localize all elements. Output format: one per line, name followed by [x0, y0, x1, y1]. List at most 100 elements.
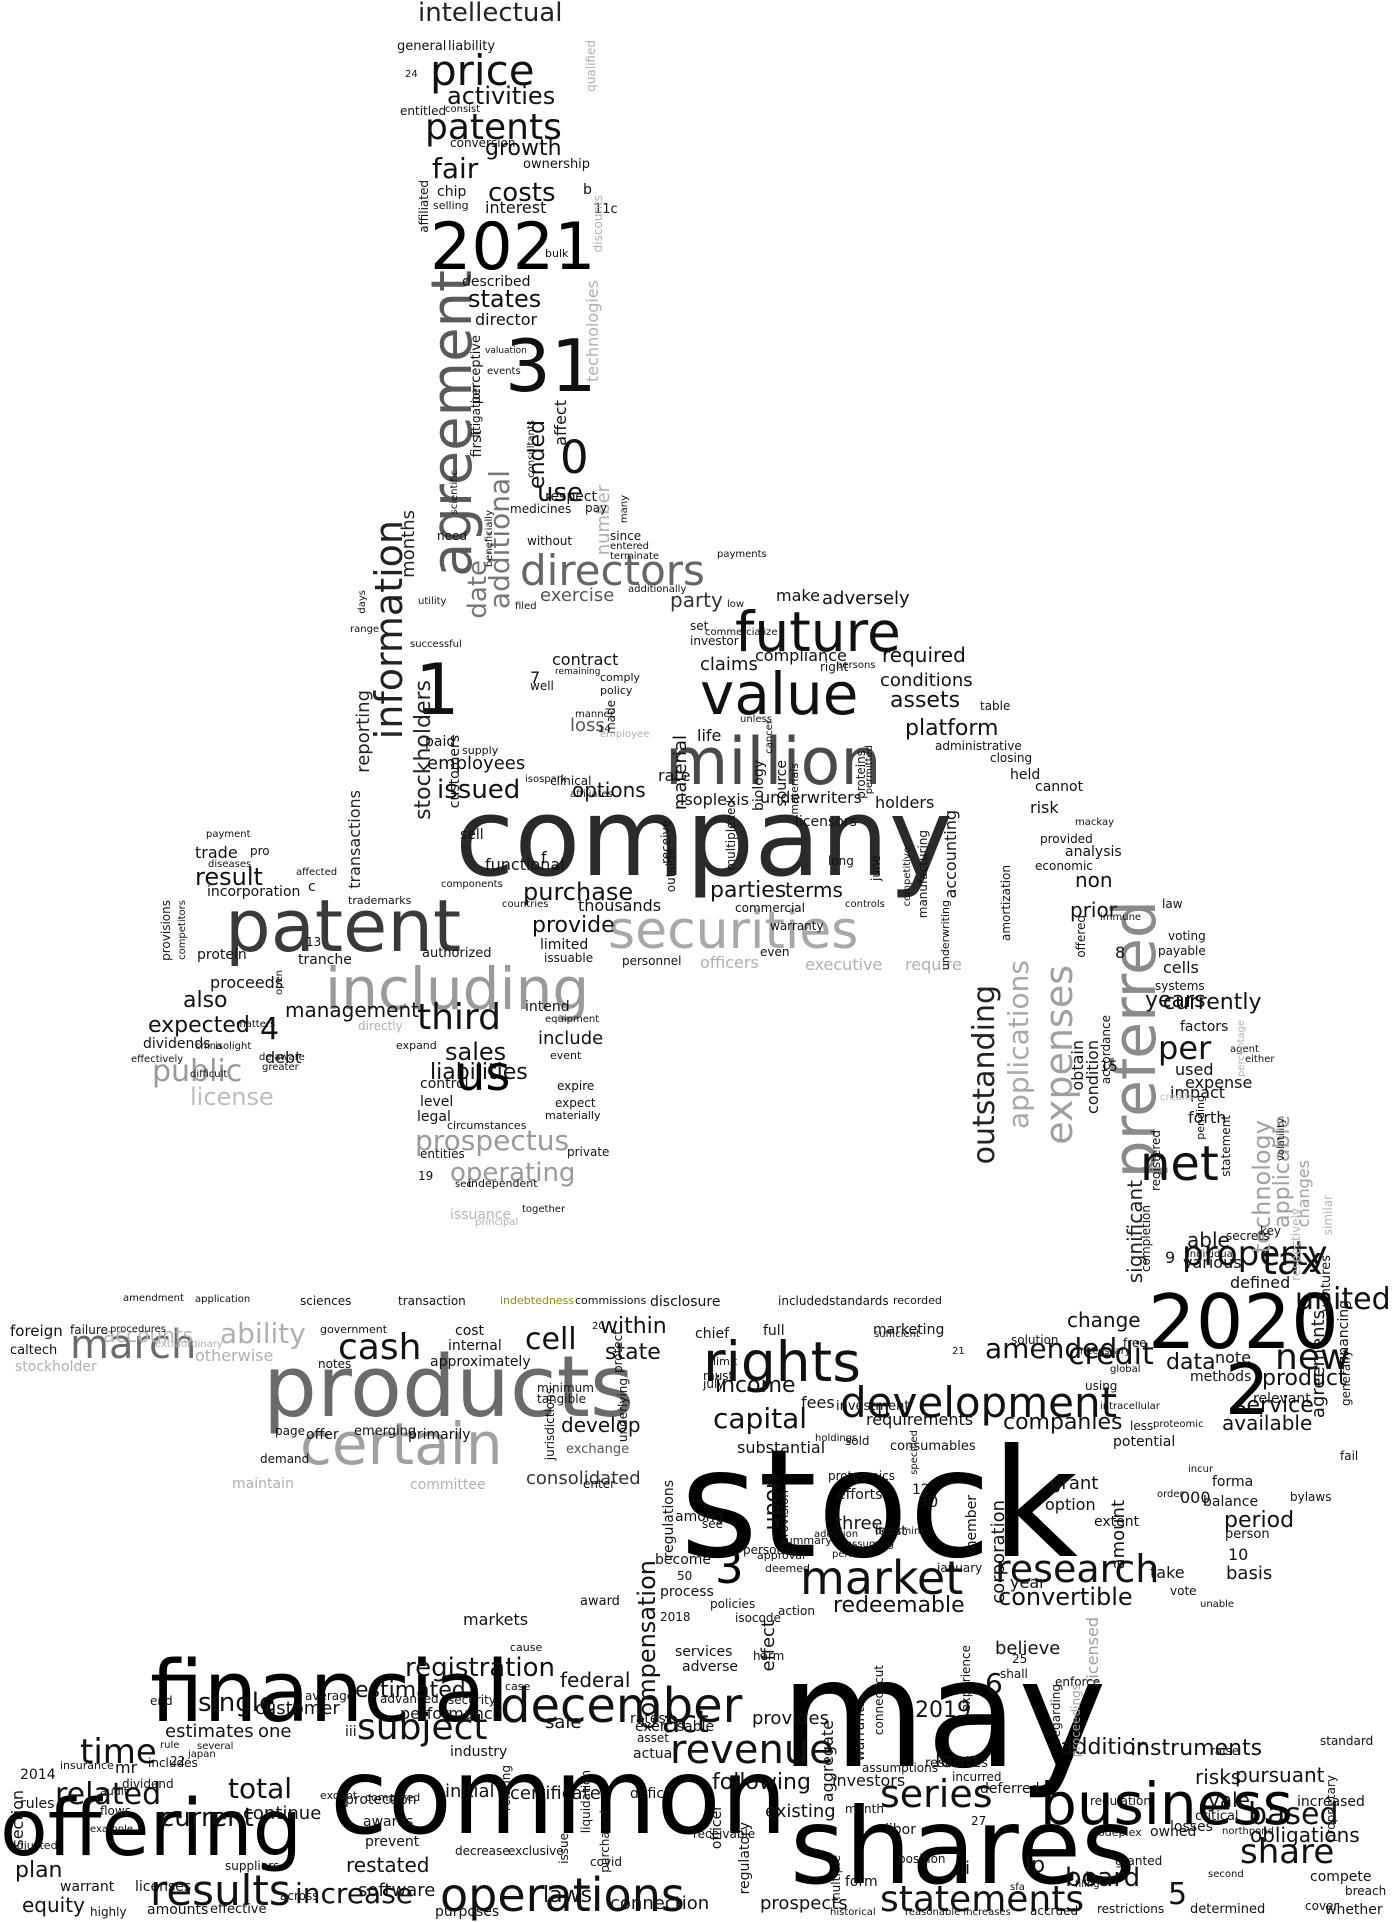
- word-employee: employee: [600, 729, 650, 740]
- word-owned: owned: [1150, 1824, 1197, 1840]
- word-see: see: [702, 1517, 724, 1531]
- word-data: data: [1166, 1350, 1216, 1375]
- word-officers: officers: [700, 953, 759, 972]
- word-systems: systems: [1155, 979, 1205, 993]
- word-march: march: [70, 1322, 197, 1368]
- word-issued: issued: [437, 775, 521, 805]
- word-investor: investor: [690, 634, 739, 648]
- word-proteomic: proteomic: [1153, 1419, 1204, 1430]
- word-act: act: [662, 1705, 709, 1740]
- word-risks: risks: [1195, 1765, 1242, 1789]
- word-proceedings: proceedings: [1069, 1684, 1083, 1758]
- word-order: order: [1157, 1489, 1184, 1500]
- word-loss: loss: [570, 715, 605, 736]
- word-initial: initial: [445, 1781, 495, 1802]
- word-warrant: warrant: [60, 1879, 115, 1895]
- word-certain: certain: [300, 1410, 503, 1478]
- word-several: several: [197, 1741, 234, 1752]
- word-flows: flows: [100, 1804, 131, 1818]
- word-purposes: purposes: [435, 1904, 500, 1920]
- word-property: property: [1182, 1234, 1328, 1274]
- word-dividend: dividend: [122, 1777, 174, 1791]
- word-secrets: secrets: [1226, 1229, 1270, 1243]
- word-consumables: consumables: [890, 1439, 976, 1454]
- word-debt: debt: [265, 1048, 302, 1067]
- word-actual: actual: [633, 1746, 677, 1762]
- word-relating: relating: [499, 1765, 513, 1812]
- word-cash: cash: [338, 1327, 422, 1368]
- word-per: per: [1158, 1029, 1212, 1067]
- word-increase: increase: [295, 1877, 414, 1910]
- word-compliance: compliance: [755, 646, 847, 665]
- word-minimum: minimum: [537, 1381, 594, 1395]
- word-individual: individual: [1187, 1249, 1236, 1260]
- word-use: use: [537, 478, 584, 508]
- word-scientific: scientific: [449, 470, 460, 515]
- word-extent: extent: [1094, 1514, 1140, 1530]
- word-management: management: [285, 998, 419, 1022]
- word-activities: activities: [447, 82, 556, 110]
- word-remaining: remaining: [555, 667, 601, 677]
- word-multiple: multiple: [829, 1855, 843, 1905]
- word-circumstances: circumstances: [447, 1119, 527, 1132]
- word-ability: ability: [220, 1317, 306, 1350]
- word-events: events: [487, 366, 521, 377]
- word-requirements: requirements: [866, 1410, 974, 1429]
- word-forma: forma: [1212, 1474, 1254, 1490]
- word-need: need: [437, 529, 467, 543]
- word-deficit: deficit: [630, 1786, 674, 1802]
- word-paid: paid: [425, 734, 456, 750]
- word-manufacturing: manufacturing: [916, 830, 930, 919]
- word-liabilities: liabilities: [430, 1060, 528, 1085]
- word-current: current: [160, 1803, 254, 1833]
- word-outstanding: outstanding: [967, 985, 1002, 1165]
- word-january: january: [937, 1561, 983, 1575]
- word-equipment: equipment: [545, 1014, 600, 1025]
- word-compensation: compensation: [633, 1560, 661, 1730]
- word-licensors: licensors: [795, 814, 857, 830]
- word-factors: factors: [1180, 1019, 1229, 1035]
- word-adoption: adoption: [814, 1529, 859, 1540]
- word-personal: personal: [743, 1543, 795, 1557]
- word-customers: customers: [447, 735, 463, 809]
- word-adversely: adversely: [822, 588, 910, 609]
- word-revenue: revenue: [670, 1727, 834, 1773]
- word-lp: lp: [1025, 1853, 1046, 1878]
- word-includes: includes: [148, 1756, 198, 1770]
- word-competitive: competitive: [902, 847, 913, 907]
- word-july: july: [703, 1377, 725, 1391]
- word-difficult: difficult: [190, 1069, 228, 1080]
- word-used: used: [1175, 1060, 1214, 1079]
- word-may: may: [780, 1628, 1107, 1802]
- word-22: 22: [170, 1754, 186, 1768]
- word-private: private: [567, 1145, 610, 1159]
- word-income: income: [715, 1373, 796, 1398]
- word-fees: fees: [801, 1393, 835, 1412]
- word-granted: granted: [1115, 1854, 1163, 1868]
- word-take: take: [1150, 1563, 1185, 1582]
- word-commercial: commercial: [735, 901, 805, 915]
- word-underlying: underlying: [616, 1378, 630, 1443]
- word-holdings: holdings: [815, 1433, 858, 1444]
- word-11c: 11c: [594, 202, 618, 217]
- word-patents: patents: [425, 107, 562, 148]
- word-expire: expire: [557, 1079, 595, 1093]
- word-company: company: [455, 776, 953, 901]
- word-chief: chief: [695, 1326, 730, 1342]
- word-set: set: [690, 619, 709, 633]
- word-offer: offer: [306, 1427, 339, 1443]
- word-qualified: qualified: [584, 40, 598, 92]
- word-products: products: [263, 1338, 635, 1437]
- word-research: research: [995, 1547, 1160, 1591]
- word-maintain: maintain: [232, 1476, 294, 1492]
- word-consist: consist: [445, 104, 481, 115]
- word-analysis: analysis: [1065, 844, 1122, 860]
- word-costs: costs: [488, 178, 556, 208]
- word-action: action: [778, 1604, 815, 1618]
- word-shall: shall: [1000, 1667, 1028, 1681]
- word-incurred: incurred: [952, 1770, 1002, 1784]
- word-regulations: regulations: [661, 1480, 677, 1559]
- word-key: key: [1260, 1224, 1282, 1238]
- word-dividends: dividends: [143, 1036, 211, 1052]
- word-comply: comply: [600, 671, 641, 684]
